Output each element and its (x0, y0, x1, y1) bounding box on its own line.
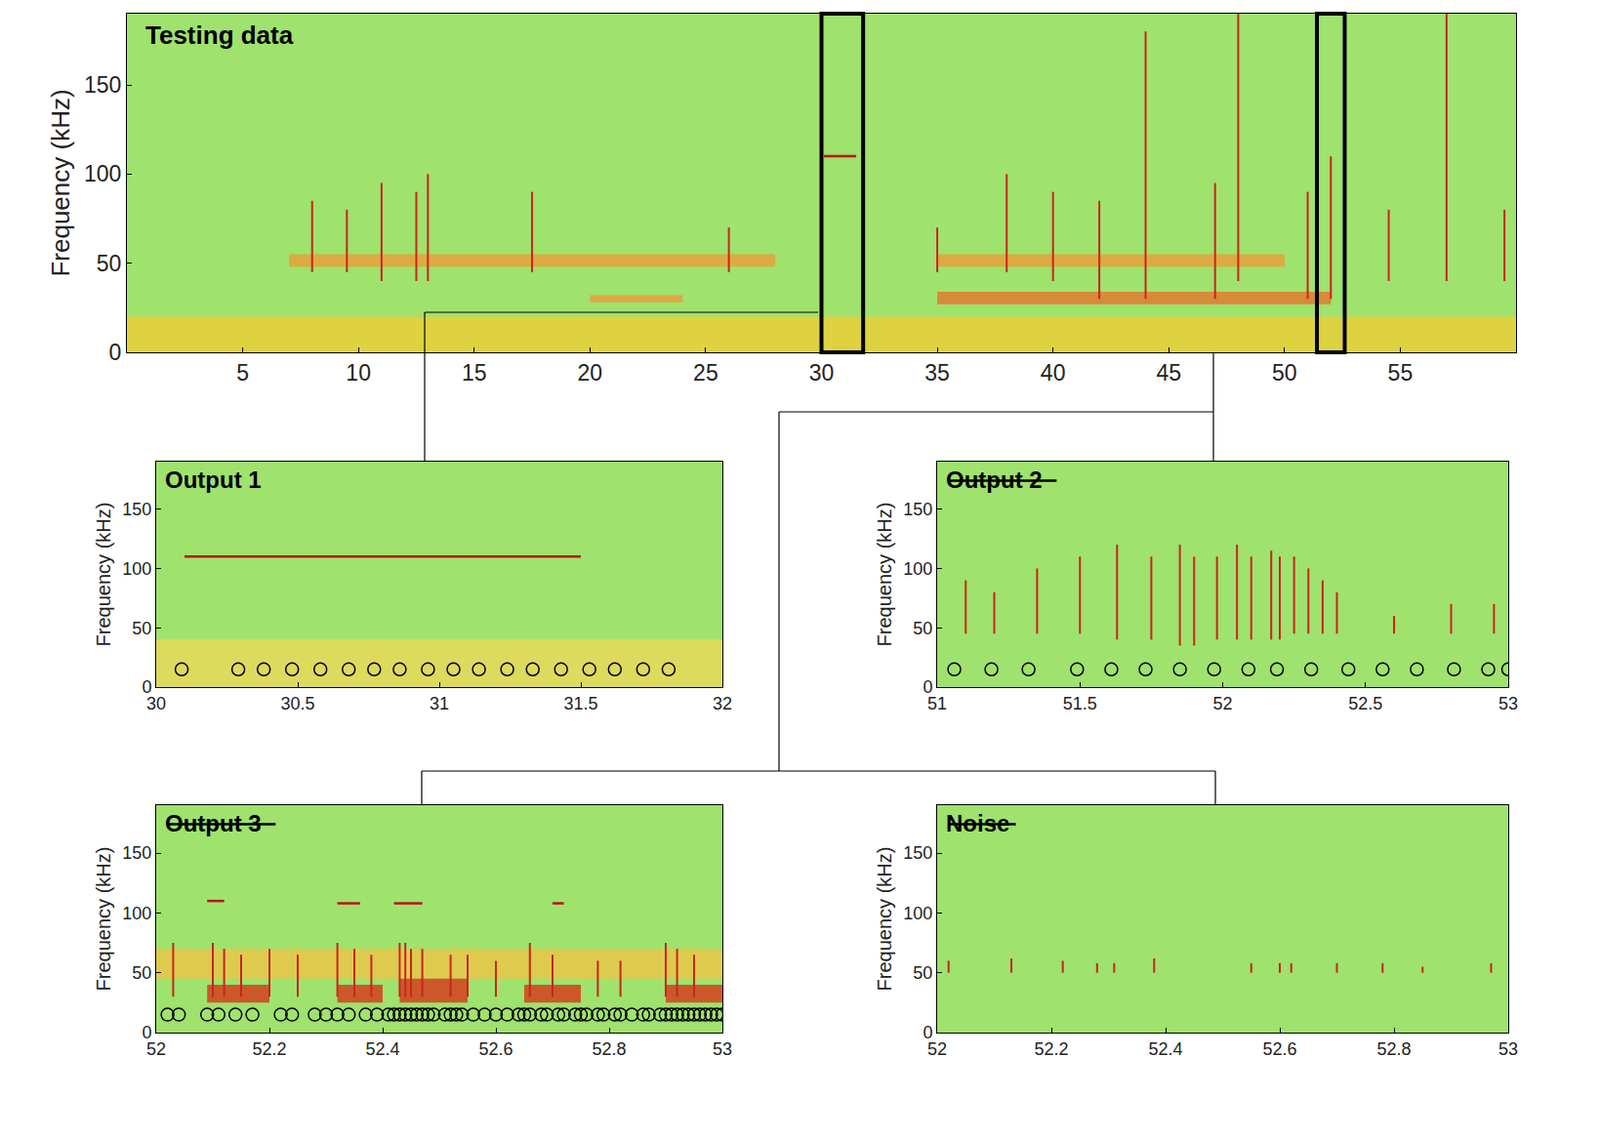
svg-text:55: 55 (1388, 360, 1414, 386)
svg-text:0: 0 (141, 1023, 152, 1043)
svg-text:150: 150 (122, 499, 152, 520)
svg-text:15: 15 (461, 360, 488, 386)
svg-text:0: 0 (922, 1023, 933, 1043)
svg-text:20: 20 (577, 360, 604, 386)
svg-text:30.5: 30.5 (280, 694, 315, 714)
svg-text:52: 52 (927, 1039, 947, 1060)
svg-text:Output 2: Output 2 (945, 466, 1043, 493)
svg-text:10: 10 (345, 360, 371, 386)
svg-text:52.2: 52.2 (1033, 1039, 1068, 1060)
svg-text:45: 45 (1155, 360, 1182, 386)
svg-text:150: 150 (83, 72, 122, 98)
svg-text:52.5: 52.5 (1348, 694, 1383, 714)
svg-text:Testing data: Testing data (145, 20, 294, 50)
svg-text:31: 31 (429, 694, 450, 714)
svg-text:52.8: 52.8 (1376, 1039, 1411, 1060)
svg-text:0: 0 (141, 677, 152, 698)
svg-text:25: 25 (693, 360, 719, 386)
svg-text:Output 3: Output 3 (164, 810, 262, 837)
svg-text:32: 32 (712, 694, 733, 714)
svg-text:100: 100 (902, 903, 933, 924)
svg-text:5: 5 (236, 360, 249, 386)
svg-text:30: 30 (146, 694, 166, 714)
svg-text:150: 150 (902, 843, 933, 863)
svg-text:52.8: 52.8 (591, 1039, 626, 1060)
svg-text:53: 53 (1498, 694, 1518, 714)
svg-text:Frequency (kHz): Frequency (kHz) (873, 847, 896, 992)
svg-text:31.5: 31.5 (563, 694, 598, 714)
svg-text:35: 35 (924, 360, 950, 386)
svg-text:Output 1: Output 1 (164, 466, 262, 493)
svg-text:50: 50 (912, 618, 933, 639)
svg-text:100: 100 (902, 559, 933, 579)
svg-text:40: 40 (1040, 360, 1067, 386)
svg-text:Frequency (kHz): Frequency (kHz) (873, 502, 896, 648)
svg-text:Noise: Noise (945, 810, 1010, 837)
svg-text:53: 53 (1498, 1039, 1518, 1060)
svg-text:52.6: 52.6 (478, 1039, 513, 1060)
svg-text:150: 150 (902, 499, 933, 520)
svg-text:50: 50 (96, 250, 123, 277)
svg-text:50: 50 (131, 618, 152, 639)
svg-text:50: 50 (131, 963, 152, 984)
svg-text:150: 150 (122, 843, 152, 863)
svg-text:100: 100 (122, 559, 152, 579)
svg-text:0: 0 (922, 677, 933, 698)
svg-text:Frequency (kHz): Frequency (kHz) (92, 847, 115, 992)
svg-text:52: 52 (1212, 694, 1232, 714)
svg-text:50: 50 (1271, 360, 1298, 386)
svg-text:100: 100 (122, 903, 152, 924)
svg-text:Frequency (kHz): Frequency (kHz) (45, 88, 76, 277)
svg-text:Frequency (kHz): Frequency (kHz) (92, 502, 115, 648)
svg-text:51.5: 51.5 (1063, 694, 1098, 714)
svg-text:30: 30 (809, 360, 835, 386)
svg-text:52: 52 (146, 1039, 166, 1060)
svg-text:100: 100 (83, 161, 122, 187)
svg-text:52.4: 52.4 (365, 1039, 400, 1060)
svg-text:50: 50 (912, 963, 933, 984)
svg-text:0: 0 (109, 339, 123, 366)
svg-text:52.2: 52.2 (251, 1039, 287, 1060)
svg-text:51: 51 (927, 694, 947, 714)
svg-text:52.6: 52.6 (1262, 1039, 1297, 1060)
svg-text:52.4: 52.4 (1148, 1039, 1183, 1060)
svg-text:53: 53 (712, 1039, 733, 1060)
